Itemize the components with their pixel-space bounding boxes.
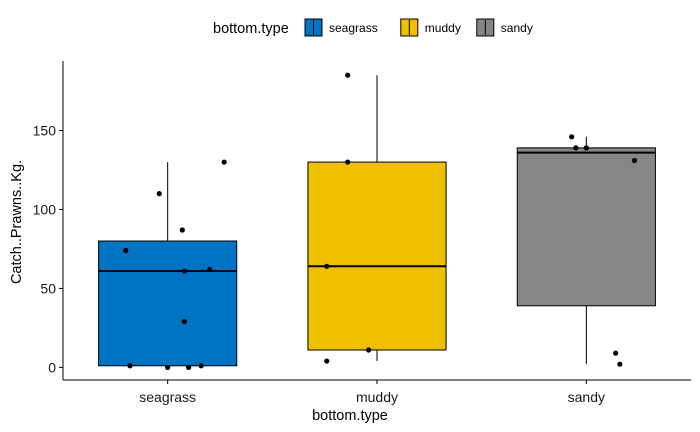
legend-item-sandy: sandy [476, 18, 533, 37]
data-point [583, 145, 589, 151]
legend-label: sandy [501, 21, 533, 35]
data-point [181, 318, 188, 325]
x-tick-label-sandy: sandy [568, 389, 605, 405]
data-point [221, 159, 227, 165]
y-axis-title: Catch..Prawns..Kg. [9, 160, 25, 284]
legend: bottom.type seagrass muddy sandy [213, 18, 533, 37]
data-point [345, 159, 351, 165]
y-tick-label: 150 [33, 122, 57, 138]
legend-label: seagrass [329, 21, 378, 35]
x-tick-label-muddy: muddy [356, 389, 398, 405]
box-body [98, 240, 238, 367]
data-point [324, 263, 330, 269]
x-tick-label-seagrass: seagrass [139, 389, 196, 405]
box-muddy [307, 75, 447, 362]
data-point [324, 358, 330, 364]
axes: 0 50 100 150 seagrass muddy sandy [33, 61, 691, 405]
data-point [179, 227, 185, 233]
data-points [123, 72, 638, 370]
data-point [206, 266, 213, 273]
legend-items: seagrass muddy sandy [304, 18, 533, 37]
legend-label: muddy [425, 21, 461, 35]
boxes [98, 75, 656, 368]
data-point [127, 363, 133, 369]
plot-area [98, 72, 656, 370]
data-point [569, 134, 575, 140]
y-axis-ticks: 0 50 100 150 [33, 122, 63, 375]
legend-title: bottom.type [213, 21, 289, 37]
data-point [156, 191, 162, 197]
y-tick-label: 50 [40, 280, 56, 296]
y-tick-label: 0 [48, 359, 56, 375]
legend-item-muddy: muddy [400, 18, 461, 37]
data-point [366, 347, 372, 353]
data-point [198, 363, 204, 369]
x-axis-title: bottom.type [312, 408, 388, 424]
box-body [516, 147, 656, 307]
data-point [345, 72, 351, 78]
data-point [186, 364, 192, 370]
box-seagrass [98, 162, 238, 368]
data-point [613, 350, 619, 356]
x-axis-ticks: seagrass muddy sandy [139, 380, 605, 405]
data-point [617, 361, 623, 367]
data-point [631, 157, 638, 164]
y-tick-label: 100 [33, 201, 57, 217]
data-point [181, 268, 188, 274]
box-sandy [516, 136, 656, 365]
data-point [573, 145, 579, 151]
box-body [307, 161, 447, 351]
data-point [123, 247, 129, 254]
data-point [165, 364, 171, 370]
legend-item-seagrass: seagrass [304, 18, 378, 37]
